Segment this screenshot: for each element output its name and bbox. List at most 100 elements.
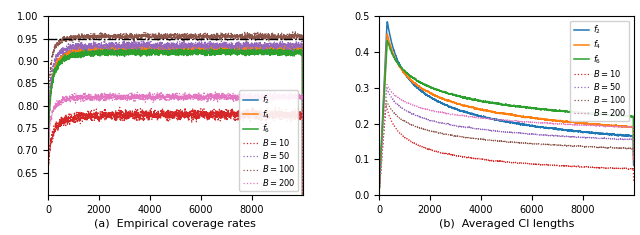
$f_4$ <box>168 47 176 50</box>
$f_2$ <box>616 133 624 136</box>
Line: $f_2$: $f_2$ <box>48 46 303 235</box>
$f_4$ <box>287 43 294 46</box>
Line: $B = 10$: $B = 10$ <box>379 105 634 194</box>
$f_6$ <box>616 114 624 117</box>
Line: $f_2$: $f_2$ <box>379 22 634 193</box>
$f_4$ <box>383 32 391 35</box>
$B = 200$ <box>616 125 624 128</box>
$f_4$ <box>630 158 637 161</box>
$B = 100$ <box>55 40 63 43</box>
$f_6$ <box>390 56 398 59</box>
$B = 200$ <box>45 134 53 137</box>
$f_6$ <box>299 205 307 208</box>
Line: $f_6$: $f_6$ <box>379 40 634 193</box>
$B = 100$ <box>390 112 398 115</box>
$B = 100$ <box>383 100 390 102</box>
$B = 200$ <box>386 88 394 91</box>
X-axis label: (a)  Empirical coverage rates: (a) Empirical coverage rates <box>94 219 256 229</box>
Line: $f_4$: $f_4$ <box>379 34 634 193</box>
$f_2$ <box>55 61 63 64</box>
$B = 50$ <box>616 138 624 141</box>
$B = 10$ <box>500 160 508 163</box>
$B = 200$ <box>285 94 293 96</box>
$f_4$ <box>425 91 433 94</box>
$f_6$ <box>94 54 102 57</box>
$f_6$ <box>60 56 67 59</box>
Line: $B = 10$: $B = 10$ <box>48 106 303 235</box>
$f_2$ <box>425 95 433 98</box>
$B = 50$ <box>390 100 398 103</box>
$f_4$ <box>500 112 508 115</box>
$B = 10$ <box>45 154 53 157</box>
$f_6$ <box>45 117 53 120</box>
$B = 50$ <box>60 50 67 53</box>
$B = 100$ <box>94 36 102 39</box>
$f_4$ <box>376 170 384 173</box>
$B = 50$ <box>131 39 138 42</box>
$f_2$ <box>375 192 383 194</box>
$f_4$ <box>285 48 293 51</box>
$B = 200$ <box>390 94 398 96</box>
$f_4$ <box>94 49 102 52</box>
$B = 200$ <box>375 192 383 195</box>
$B = 100$ <box>285 34 293 36</box>
$B = 10$ <box>271 105 279 107</box>
$f_6$ <box>375 192 383 195</box>
$B = 50$ <box>425 119 433 121</box>
$B = 100$ <box>60 37 67 40</box>
$B = 50$ <box>55 54 63 57</box>
$B = 10$ <box>94 110 102 113</box>
$B = 200$ <box>299 233 307 235</box>
$f_2$ <box>386 33 394 35</box>
$f_4$ <box>60 55 67 58</box>
$B = 200$ <box>168 94 176 97</box>
$B = 200$ <box>500 119 508 121</box>
$f_6$ <box>285 51 293 53</box>
$B = 10$ <box>168 112 176 114</box>
X-axis label: (b)  Averaged CI lengths: (b) Averaged CI lengths <box>438 219 574 229</box>
Line: $f_6$: $f_6$ <box>48 48 303 235</box>
$f_2$ <box>168 47 176 50</box>
Line: $B = 50$: $B = 50$ <box>48 40 303 235</box>
$B = 200$ <box>60 99 67 102</box>
$B = 100$ <box>241 30 248 32</box>
$B = 100$ <box>45 90 53 93</box>
Line: $B = 200$: $B = 200$ <box>379 84 634 194</box>
$B = 10$ <box>60 119 67 121</box>
$B = 50$ <box>630 165 637 168</box>
$B = 10$ <box>616 167 624 170</box>
$B = 50$ <box>169 43 177 46</box>
$f_6$ <box>630 153 637 156</box>
$f_6$ <box>500 104 508 106</box>
$f_4$ <box>55 59 63 61</box>
$f_4$ <box>386 42 394 44</box>
$f_2$ <box>94 51 102 54</box>
Line: $f_4$: $f_4$ <box>48 44 303 235</box>
Line: $B = 100$: $B = 100$ <box>48 31 303 235</box>
$B = 100$ <box>500 141 508 143</box>
Legend: $f_2$, $f_4$, $f_6$, $B = 10$, $B = 50$, $B = 100$, $B = 200$: $f_2$, $f_4$, $f_6$, $B = 10$, $B = 50$,… <box>570 21 629 121</box>
$B = 100$ <box>425 129 433 132</box>
$f_6$ <box>55 62 63 65</box>
Line: $B = 200$: $B = 200$ <box>48 91 303 235</box>
$B = 50$ <box>386 93 394 96</box>
Legend: $f_2$, $f_4$, $f_6$, $B = 10$, $B = 50$, $B = 100$, $B = 200$: $f_2$, $f_4$, $f_6$, $B = 10$, $B = 50$,… <box>239 90 298 191</box>
$B = 10$ <box>382 104 390 106</box>
$f_6$ <box>168 52 176 55</box>
$f_2$ <box>500 120 508 122</box>
$f_4$ <box>616 125 624 127</box>
$f_2$ <box>376 168 384 171</box>
$B = 50$ <box>94 45 102 47</box>
$B = 10$ <box>55 123 63 126</box>
$f_2$ <box>630 163 637 166</box>
$B = 200$ <box>376 177 384 180</box>
$B = 200$ <box>425 108 433 111</box>
$f_4$ <box>45 111 53 114</box>
$B = 10$ <box>376 178 384 181</box>
$f_6$ <box>425 85 433 88</box>
$B = 100$ <box>375 192 383 195</box>
$f_6$ <box>175 47 183 50</box>
$B = 100$ <box>616 147 624 149</box>
$B = 100$ <box>376 179 384 182</box>
$B = 10$ <box>425 148 433 150</box>
